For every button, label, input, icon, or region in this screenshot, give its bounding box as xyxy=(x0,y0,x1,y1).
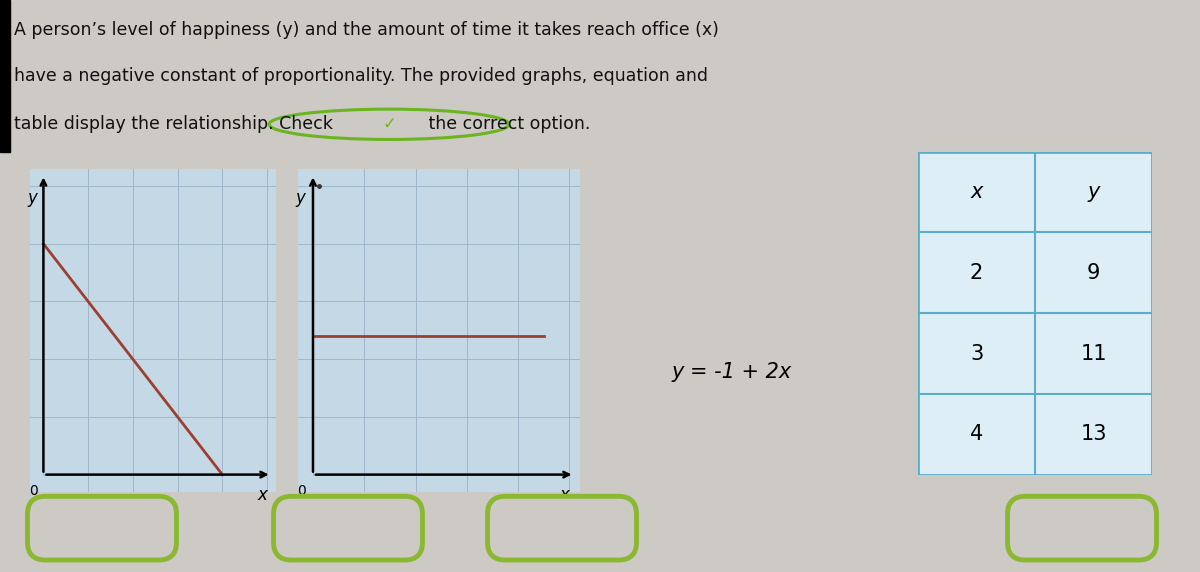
Text: 4: 4 xyxy=(970,424,983,444)
Text: table display the relationship. Check: table display the relationship. Check xyxy=(14,116,334,133)
Text: 9: 9 xyxy=(1087,263,1100,283)
Text: the correct option.: the correct option. xyxy=(422,116,590,133)
Text: have a negative constant of proportionality. The provided graphs, equation and: have a negative constant of proportional… xyxy=(14,67,708,85)
Text: x: x xyxy=(559,486,569,504)
Bar xyxy=(0,0,10,152)
Text: 0: 0 xyxy=(298,484,306,498)
Text: y: y xyxy=(28,189,37,206)
Text: 11: 11 xyxy=(1080,344,1106,364)
Text: y: y xyxy=(1087,182,1099,202)
Bar xyxy=(43,244,222,475)
Text: x: x xyxy=(258,486,268,504)
FancyBboxPatch shape xyxy=(28,496,176,560)
Text: y: y xyxy=(295,189,305,206)
Text: 0: 0 xyxy=(29,484,38,498)
Text: ✓: ✓ xyxy=(382,116,396,133)
Text: A person’s level of happiness (y) and the amount of time it takes reach office (: A person’s level of happiness (y) and th… xyxy=(14,21,719,39)
Text: x: x xyxy=(971,182,983,202)
Text: 2: 2 xyxy=(970,263,983,283)
Bar xyxy=(313,244,518,475)
FancyBboxPatch shape xyxy=(1008,496,1157,560)
Text: 13: 13 xyxy=(1080,424,1106,444)
Text: y = -1 + 2x: y = -1 + 2x xyxy=(672,362,792,382)
FancyBboxPatch shape xyxy=(487,496,636,560)
FancyBboxPatch shape xyxy=(274,496,422,560)
Text: 3: 3 xyxy=(970,344,983,364)
